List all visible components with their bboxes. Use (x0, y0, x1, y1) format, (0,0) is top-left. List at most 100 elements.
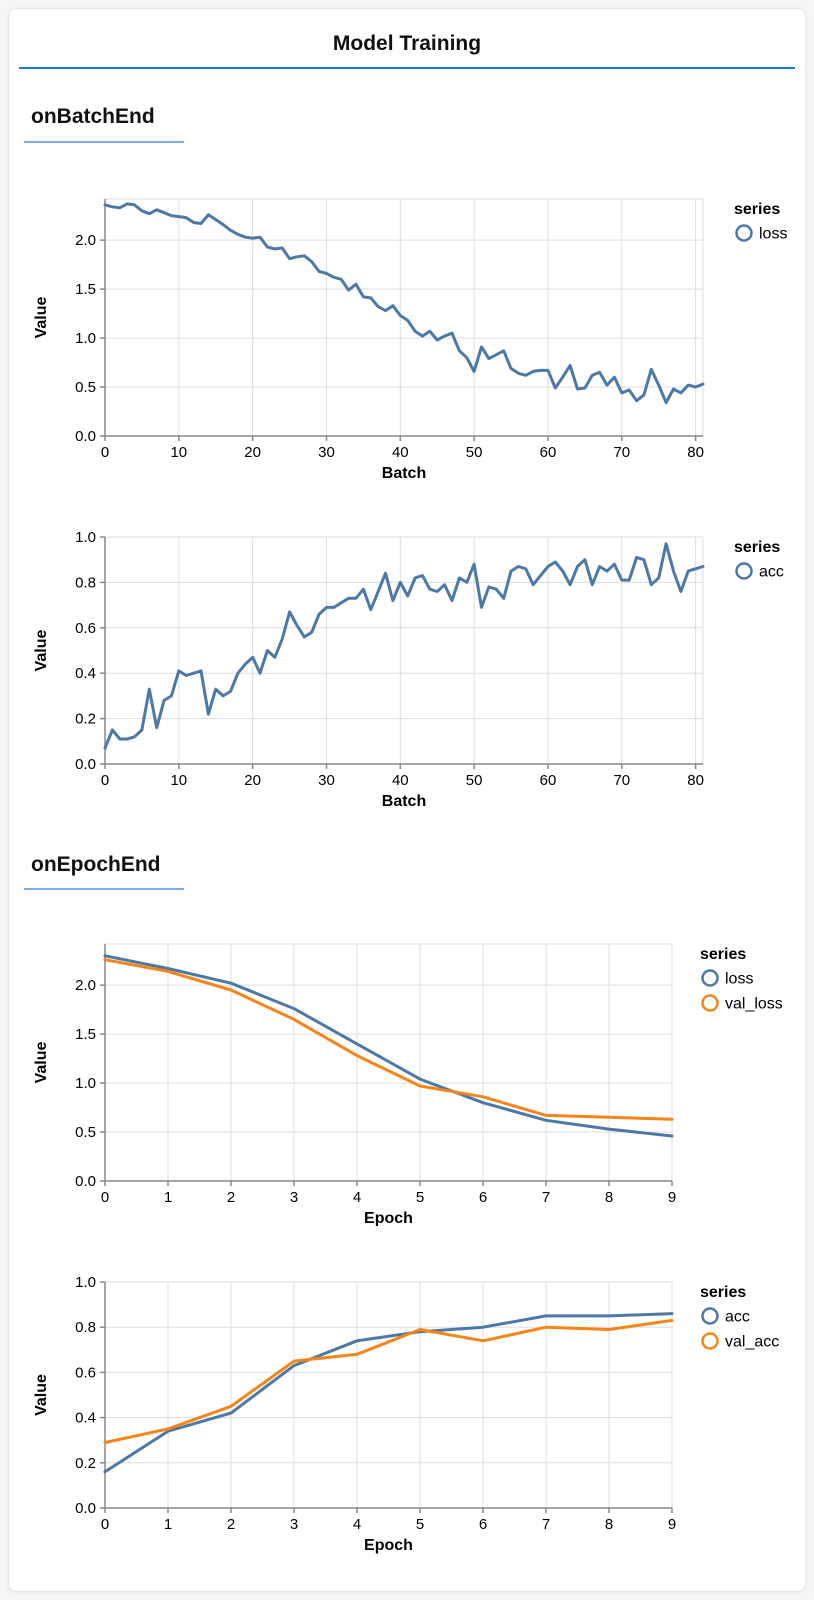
legend-label-acc: acc (759, 564, 784, 581)
x-axis-title: Batch (382, 793, 426, 810)
legend-symbol-val_acc (701, 1332, 719, 1350)
x-tick-label: 10 (170, 444, 187, 461)
chart-batch-loss: 0 10 20 30 40 50 60 70 80 0.0 0.5 1.0 1.5 2.0 Batch Val… (33, 198, 787, 481)
y-tick-label: 1.5 (75, 281, 96, 298)
y-tick-label: 0.6 (75, 1364, 96, 1381)
y-tick-label: 2.0 (75, 977, 96, 994)
x-axis-title: Epoch (364, 1537, 413, 1554)
legend-symbol-loss (701, 969, 719, 987)
section-title-onbatchend: onBatchEnd (31, 105, 155, 128)
y-tick-label: 0.6 (75, 620, 96, 637)
legend-title: series (734, 539, 780, 556)
chart-epoch-acc: 0 1 2 3 4 5 6 7 8 9 0.0 0.2 0.4 0.6 0.8 1.0 Epoch Value se… (33, 1274, 779, 1554)
x-tick-label: 8 (605, 1189, 613, 1206)
y-tick-label: 0.0 (75, 756, 96, 773)
chart-epoch-loss: 0 1 2 3 4 5 6 7 8 9 0.0 0.5 1.0 1.5 2.0 Epoch Value serie… (33, 943, 783, 1226)
legend-symbol-val_loss (701, 994, 719, 1012)
x-axis-title: Epoch (364, 1210, 413, 1226)
y-tick-label: 0.8 (75, 574, 96, 591)
x-tick-label: 2 (227, 1189, 235, 1206)
x-tick-label: 5 (416, 1189, 424, 1206)
section-title-onepochend: onEpochEnd (31, 853, 161, 876)
x-tick-label: 20 (244, 772, 261, 789)
y-tick-label: 0.0 (75, 428, 96, 445)
x-tick-label: 8 (605, 1516, 613, 1533)
legend-symbol-acc (701, 1307, 719, 1325)
x-tick-label: 7 (542, 1516, 550, 1533)
x-axis-title: Batch (382, 465, 426, 481)
x-tick-label: 1 (164, 1516, 172, 1533)
x-tick-label: 80 (687, 772, 704, 789)
y-tick-label: 0.0 (75, 1173, 96, 1190)
x-tick-label: 4 (353, 1516, 361, 1533)
y-tick-label: 1.5 (75, 1026, 96, 1043)
y-tick-label: 2.0 (75, 232, 96, 249)
legend-label-val_loss: val_loss (725, 996, 783, 1013)
y-tick-label: 0.2 (75, 711, 96, 728)
legend-symbol-loss (735, 224, 753, 242)
x-tick-label: 40 (392, 444, 409, 461)
x-tick-label: 80 (687, 444, 704, 461)
y-axis-title: Value (33, 1042, 50, 1084)
series-line-val_acc (103, 1318, 674, 1444)
section-underline-onepochend (24, 888, 184, 890)
x-tick-label: 40 (392, 772, 409, 789)
legend-title: series (700, 946, 746, 963)
y-tick-label: 0.0 (75, 1500, 96, 1517)
y-axis-title: Value (33, 297, 50, 339)
y-tick-label: 0.4 (75, 665, 96, 682)
x-tick-label: 4 (353, 1189, 361, 1206)
x-tick-label: 0 (101, 772, 109, 789)
x-tick-label: 7 (542, 1189, 550, 1206)
x-tick-label: 0 (101, 1516, 109, 1533)
y-tick-label: 1.0 (75, 1274, 96, 1291)
y-tick-label: 0.5 (75, 379, 96, 396)
x-tick-label: 60 (540, 444, 557, 461)
legend-symbol-acc (735, 562, 753, 580)
legend-label-val_acc: val_acc (725, 1334, 779, 1351)
y-tick-label: 1.0 (75, 1075, 96, 1092)
x-tick-label: 2 (227, 1516, 235, 1533)
x-tick-label: 20 (244, 444, 261, 461)
y-axis-title: Value (33, 1374, 50, 1416)
title-underline (19, 67, 795, 69)
x-tick-label: 70 (613, 772, 630, 789)
x-tick-label: 30 (318, 772, 335, 789)
x-tick-label: 30 (318, 444, 335, 461)
legend-title: series (734, 201, 780, 218)
y-tick-label: 1.0 (75, 330, 96, 347)
x-tick-label: 1 (164, 1189, 172, 1206)
y-tick-label: 0.2 (75, 1455, 96, 1472)
chart-batch-acc: 0 10 20 30 40 50 60 70 80 0.0 0.2 0.4 0.6 0.8 1.0 Batch… (33, 529, 784, 810)
x-tick-label: 3 (290, 1516, 298, 1533)
x-tick-label: 0 (101, 444, 109, 461)
legend-title: series (700, 1284, 746, 1301)
x-tick-label: 9 (668, 1516, 676, 1533)
y-tick-label: 0.5 (75, 1124, 96, 1141)
series-line-acc (103, 542, 705, 750)
series-line-val_loss (103, 958, 674, 1121)
x-tick-label: 10 (170, 772, 187, 789)
plot-border (104, 536, 704, 765)
legend-label-loss: loss (759, 226, 787, 243)
visor-surface: Model Training onBatchEnd 0 10 20 30 40 50 60 7… (8, 8, 806, 1592)
x-tick-label: 50 (466, 772, 483, 789)
x-tick-label: 9 (668, 1189, 676, 1206)
x-tick-label: 6 (479, 1516, 487, 1533)
x-tick-label: 5 (416, 1516, 424, 1533)
legend-label-acc: acc (725, 1309, 750, 1326)
x-tick-label: 50 (466, 444, 483, 461)
series-line-acc (103, 1312, 674, 1474)
y-tick-label: 0.8 (75, 1319, 96, 1336)
y-tick-label: 0.4 (75, 1410, 96, 1427)
x-tick-label: 0 (101, 1189, 109, 1206)
x-tick-label: 6 (479, 1189, 487, 1206)
series-line-loss (103, 954, 674, 1138)
series-line-loss (103, 202, 705, 405)
page-title: Model Training (332, 32, 482, 55)
section-underline-onbatchend (24, 141, 184, 143)
y-axis-title: Value (33, 630, 50, 672)
x-tick-label: 3 (290, 1189, 298, 1206)
x-tick-label: 60 (540, 772, 557, 789)
legend-label-loss: loss (725, 971, 753, 988)
